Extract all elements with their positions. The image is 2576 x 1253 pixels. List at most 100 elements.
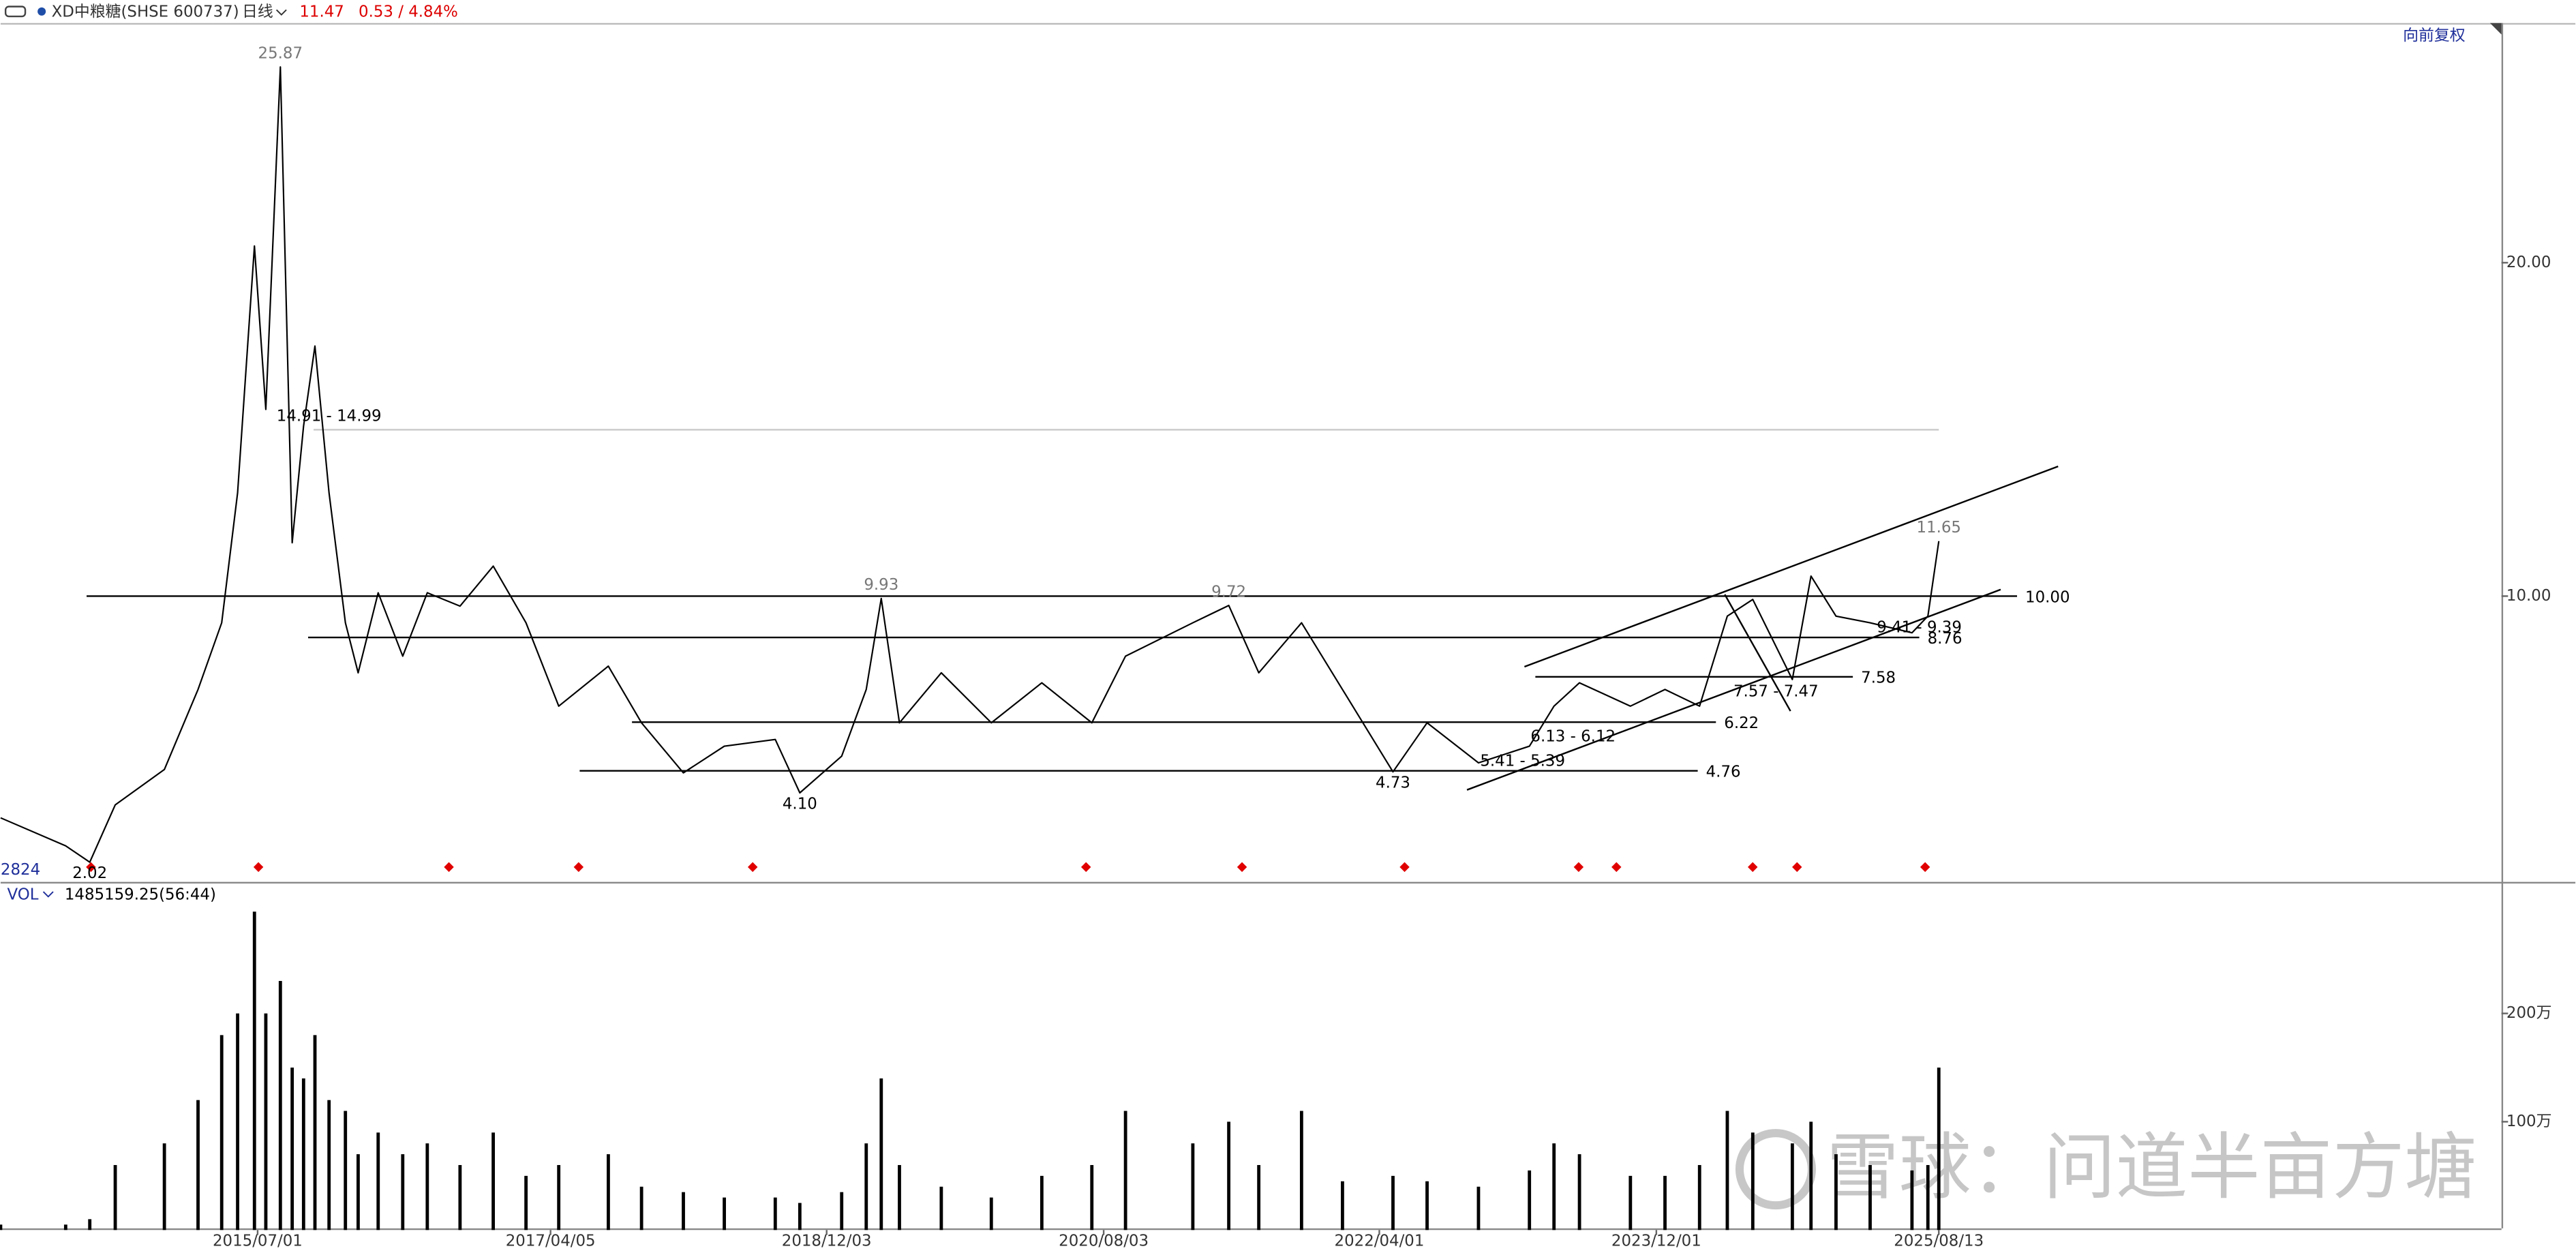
x-tick-label: 2017/04/05 — [506, 1233, 596, 1250]
volume-bar — [1725, 1111, 1729, 1231]
dropdown-icon[interactable] — [42, 891, 54, 898]
volume-bar — [607, 1154, 610, 1231]
annotation: 14.91 - 14.99 — [277, 408, 382, 425]
x-tick-label: 2022/04/01 — [1335, 1233, 1425, 1250]
watermark-text: 雪球：问道半亩方塘 — [1827, 1126, 2477, 1209]
volume-bar — [1868, 1164, 1872, 1231]
volume-bar — [798, 1203, 802, 1231]
volume-bar — [491, 1132, 495, 1231]
symbol: XD中粮糖(SHSE 600737) — [52, 3, 239, 21]
volume-bar — [1577, 1154, 1581, 1231]
volume-bar — [264, 1013, 268, 1231]
volume-bar — [1834, 1154, 1838, 1231]
volume-bar — [63, 1224, 67, 1231]
volume-bar — [252, 911, 256, 1231]
adjust-mode[interactable]: 向前复权 — [2403, 27, 2466, 44]
annotation: 9.93 — [864, 576, 898, 594]
volume-bar — [939, 1186, 943, 1231]
volume-bar — [1790, 1143, 1794, 1231]
status-dot — [37, 7, 46, 16]
volume-value: 1485159.25(56:44) — [65, 886, 216, 903]
link-icon[interactable] — [4, 5, 27, 18]
trend-lines — [1466, 466, 2059, 791]
volume-bar — [639, 1186, 643, 1231]
volume-bar — [898, 1164, 901, 1231]
x-tick-label: 2015/07/01 — [213, 1233, 303, 1250]
volume-bar — [196, 1100, 200, 1231]
annotation: 9.72 — [1211, 583, 1246, 601]
annotation: 11.65 — [1916, 519, 1961, 537]
volume-bar — [425, 1143, 429, 1231]
annotation: 25.87 — [258, 44, 303, 62]
level-label: 7.58 — [1861, 669, 1896, 687]
annotation: 9.41 - 9.39 — [1877, 619, 1962, 637]
annotation: 2.02 — [72, 864, 107, 882]
level-label: 8.76 — [1928, 630, 1963, 648]
price-line — [0, 66, 1940, 863]
volume-bar — [236, 1013, 239, 1231]
volume-title[interactable]: VOL — [7, 886, 39, 903]
volume-bar — [1299, 1111, 1303, 1231]
volume-bar — [840, 1192, 844, 1231]
x-tick-label: 2023/12/01 — [1611, 1233, 1701, 1250]
volume-bar — [1476, 1186, 1481, 1231]
volume-bar — [1090, 1164, 1094, 1231]
volume-bar — [1191, 1143, 1195, 1231]
volume-bar — [278, 980, 282, 1231]
volume-bar — [356, 1154, 360, 1231]
volume-bar — [376, 1132, 380, 1231]
volume-bar — [1697, 1164, 1701, 1231]
volume-bar — [219, 1035, 224, 1231]
annotation: 4.73 — [1376, 774, 1410, 792]
period[interactable]: 日线 — [242, 3, 273, 21]
volume-bar — [1809, 1121, 1813, 1231]
annotation: 4.10 — [783, 795, 817, 813]
volume-bar — [773, 1197, 777, 1231]
volume-bar — [1425, 1181, 1429, 1231]
level-label: 4.76 — [1706, 764, 1741, 781]
change: 0.53 / 4.84% — [359, 3, 458, 21]
volume-bar — [864, 1143, 868, 1231]
x-tick-label: 2020/08/03 — [1059, 1233, 1149, 1250]
volume-bar — [113, 1164, 117, 1231]
volume-bar — [327, 1100, 331, 1231]
volume-bar — [0, 1224, 3, 1231]
x-tick-label: 2025/08/13 — [1894, 1233, 1984, 1250]
volume-bar — [1926, 1164, 1930, 1231]
volume-bar — [1910, 1170, 1914, 1231]
dropdown-icon[interactable] — [275, 9, 287, 16]
volume-bar — [313, 1035, 317, 1231]
volume-bar — [458, 1164, 462, 1231]
volume-bar — [1227, 1121, 1231, 1231]
volume-bar — [723, 1197, 726, 1231]
volume-bar — [401, 1154, 405, 1231]
volume-bar — [1341, 1181, 1344, 1231]
annotation: 6.13 - 6.12 — [1530, 728, 1616, 746]
volume-bar — [557, 1164, 561, 1231]
volume-bar — [1528, 1170, 1532, 1231]
level-label: 10.00 — [2025, 588, 2070, 606]
corner-mark — [2489, 22, 2502, 35]
bar-count: 2824 — [1, 861, 40, 879]
annotation: 7.57 - 7.47 — [1733, 683, 1819, 701]
volume-bar — [1391, 1175, 1395, 1231]
volume-bar — [344, 1111, 348, 1231]
volume-bar — [290, 1068, 294, 1231]
volume-bar — [989, 1197, 993, 1231]
volume-bar — [1123, 1111, 1127, 1231]
volume-bar — [1040, 1175, 1044, 1231]
volume-header: VOL 1485159.25(56:44) — [7, 886, 216, 903]
trend-segment — [1724, 594, 1791, 712]
y-tick-label: 200万 — [2506, 1004, 2552, 1022]
y-tick-label: 10.00 — [2506, 587, 2551, 605]
volume-bar — [301, 1078, 305, 1231]
volume-bar — [1628, 1175, 1633, 1231]
x-tick-label: 2018/12/03 — [782, 1233, 872, 1250]
volume-bar — [1937, 1068, 1941, 1231]
annotation: 5.41 - 5.39 — [1480, 752, 1565, 770]
volume-bar — [524, 1175, 528, 1231]
level-label: 6.22 — [1724, 714, 1759, 732]
volume-bar — [1257, 1164, 1261, 1231]
price: 11.47 — [299, 3, 344, 21]
